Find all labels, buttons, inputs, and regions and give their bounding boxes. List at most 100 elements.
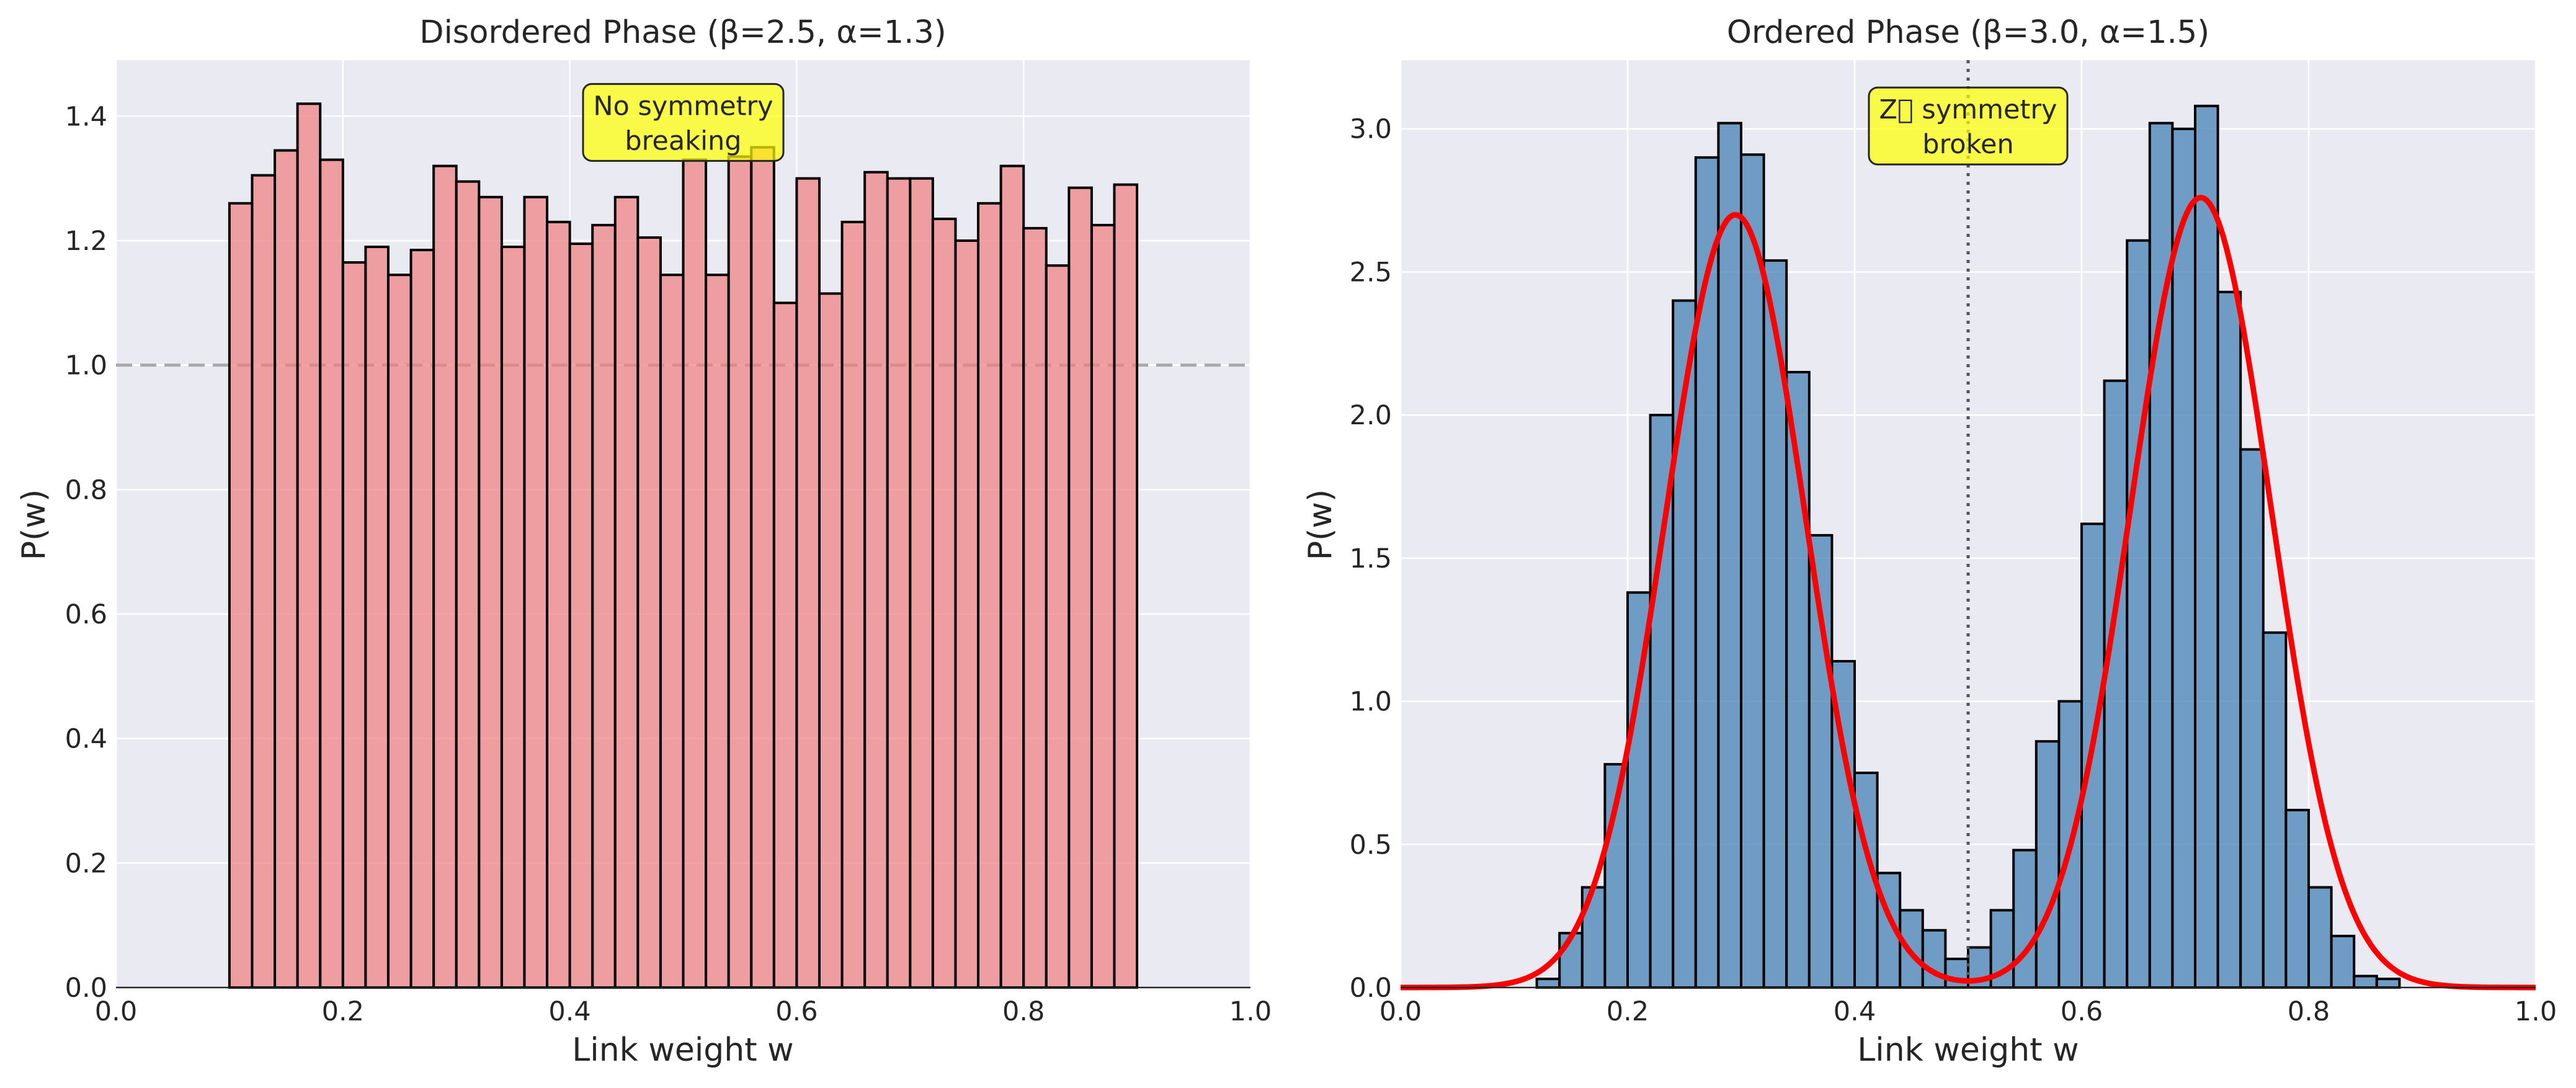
annotation-text: breaking (625, 125, 741, 156)
histogram-bar (2284, 808, 2310, 989)
histogram-bar (478, 195, 503, 989)
y-tick-labels: 0.0 0.2 0.4 0.6 0.8 1.0 1.2 1.4 (65, 101, 107, 1004)
y-tick-label: 2.5 (1350, 257, 1392, 288)
y-tick-labels: 0.0 0.5 1.0 1.5 2.0 2.5 3.0 (1350, 114, 1392, 1004)
chart-title: Ordered Phase (β=3.0, α=1.5) (1727, 14, 2209, 51)
y-tick-label: 1.0 (1350, 687, 1392, 718)
histogram-bar (1090, 223, 1116, 989)
x-tick-label: 0.6 (775, 996, 818, 1027)
annotation-text: Z⃞ symmetry (1879, 94, 2057, 125)
histogram-bar (2216, 290, 2242, 989)
x-tick-label: 0.0 (95, 996, 137, 1027)
histogram-bar (2330, 934, 2356, 989)
histogram-bar (977, 202, 1002, 989)
histogram-bar (2126, 239, 2151, 989)
y-tick-label: 0.4 (65, 724, 107, 755)
x-tick-labels: 0.0 0.2 0.4 0.6 0.8 1.0 (1379, 996, 2557, 1027)
y-tick-label: 1.4 (65, 101, 107, 132)
histogram-bar (274, 149, 299, 989)
histogram-bar (546, 220, 571, 989)
histogram-bar (409, 249, 435, 989)
y-tick-label: 0.8 (65, 475, 107, 506)
histogram-bar (568, 242, 594, 989)
histogram-bar (705, 274, 730, 989)
histogram-bar (931, 217, 957, 989)
x-tick-label: 1.0 (2515, 996, 2557, 1027)
x-tick-label: 0.2 (322, 996, 364, 1027)
fit-curve (1401, 195, 2536, 991)
histogram-bar (364, 246, 390, 989)
histogram-bar (1067, 186, 1093, 989)
y-tick-label: 3.0 (1350, 114, 1392, 145)
ordered-phase-panel: 0.0 0.2 0.4 0.6 0.8 1.0 0.0 0.5 1.0 1.5 … (1302, 14, 2557, 1069)
y-tick-label: 1.0 (65, 350, 107, 381)
histogram-bar (909, 177, 934, 989)
histogram-bar (1740, 153, 1765, 989)
histogram-bar (591, 223, 617, 989)
histogram-bar (2012, 849, 2038, 989)
histogram-bar (750, 146, 775, 989)
histogram-bar (1649, 414, 1675, 989)
annotation-background (582, 82, 785, 162)
histogram-bar (432, 164, 458, 989)
annotation-text: No symmetry (593, 91, 773, 122)
histogram-bar (2194, 104, 2219, 989)
y-tick-label: 0.0 (65, 973, 107, 1004)
histogram-bar (795, 177, 821, 989)
x-tick-label: 1.0 (1229, 996, 1272, 1027)
y-tick-label: 1.2 (65, 226, 107, 257)
annotation-box: No symmetry breaking (582, 82, 785, 162)
histogram-bar (636, 236, 662, 989)
disordered-phase-panel: 0.0 0.2 0.4 0.6 0.8 1.0 0.0 0.2 0.4 0.6 … (16, 14, 1272, 1069)
y-axis-label: P(w) (16, 489, 53, 560)
histogram-bar (319, 158, 344, 989)
histogram-bar (2375, 978, 2401, 989)
histogram-bars (1535, 104, 2401, 989)
histogram-bar (818, 292, 844, 989)
histogram-bar (886, 177, 912, 989)
histogram-bar (251, 174, 277, 989)
histogram-bar (1022, 226, 1048, 989)
histogram-bar (2035, 740, 2061, 989)
y-axis-label: P(w) (1302, 489, 1339, 560)
histogram-bar (1899, 909, 1924, 989)
histogram-bar (1535, 978, 1561, 989)
histogram-bar (523, 195, 549, 989)
y-tick-label: 0.5 (1350, 829, 1392, 860)
x-tick-label: 0.0 (1379, 996, 1422, 1027)
annotation-background (1868, 86, 2069, 166)
histogram-bar (682, 158, 708, 989)
histogram-bar (500, 246, 526, 989)
histogram-bar (2171, 127, 2196, 989)
histogram-bar (2307, 886, 2333, 989)
histogram-bar (613, 195, 640, 989)
x-tick-label: 0.2 (1607, 996, 1649, 1027)
x-tick-label: 0.6 (2061, 996, 2103, 1027)
x-tick-label: 0.4 (1834, 996, 1876, 1027)
histogram-bar (228, 202, 254, 989)
y-tick-label: 0.0 (1350, 973, 1392, 1004)
annotation-text: broken (1922, 129, 2013, 160)
histogram-bar (1045, 264, 1071, 989)
histogram-bar (2262, 631, 2288, 989)
plot-area (1401, 60, 2536, 988)
x-tick-label: 0.8 (2288, 996, 2330, 1027)
x-axis-label: Link weight w (572, 1032, 793, 1069)
histogram-bar (999, 164, 1025, 989)
histogram-bar (2148, 122, 2174, 989)
histogram-bar (2239, 448, 2265, 989)
histogram-bar (727, 155, 753, 989)
x-tick-labels: 0.0 0.2 0.4 0.6 0.8 1.0 (95, 996, 1272, 1027)
histogram-bar (296, 102, 322, 989)
histogram-bar (455, 180, 481, 989)
histogram-bar (2103, 379, 2129, 989)
y-tick-label: 0.2 (65, 848, 107, 879)
histogram-bar (863, 171, 889, 989)
histogram-bar (840, 220, 867, 989)
y-tick-label: 1.5 (1350, 543, 1392, 574)
x-tick-label: 0.4 (548, 996, 591, 1027)
y-tick-label: 0.6 (65, 599, 107, 630)
histogram-bar (1603, 763, 1629, 989)
y-tick-label: 2.0 (1350, 400, 1392, 431)
